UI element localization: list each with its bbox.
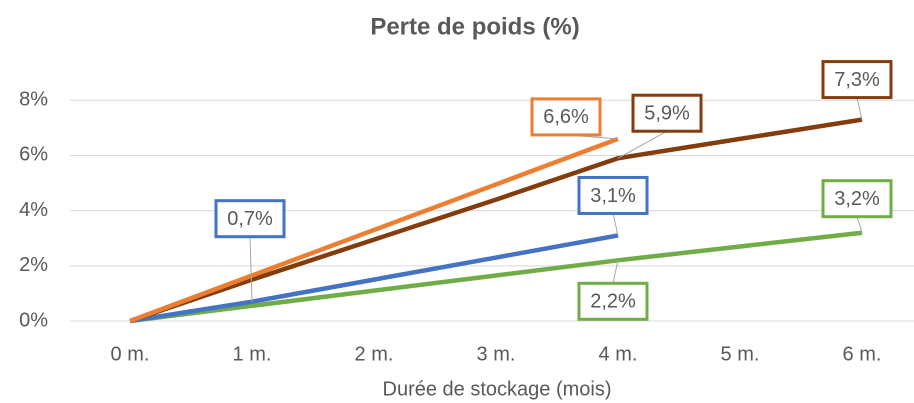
data-label-box bbox=[577, 281, 649, 321]
data-label-box bbox=[631, 93, 703, 133]
leader-line bbox=[617, 130, 668, 159]
data-label: 3,1% bbox=[590, 185, 636, 207]
y-tick-label: 6% bbox=[19, 144, 48, 166]
data-label: 5,9% bbox=[644, 102, 690, 124]
data-label-box bbox=[214, 199, 286, 239]
series-line bbox=[129, 233, 619, 324]
data-label-box bbox=[821, 60, 893, 100]
leader-line bbox=[249, 236, 253, 302]
x-tick-label: 3 m. bbox=[477, 343, 516, 365]
data-label: 2,2% bbox=[590, 291, 636, 313]
x-tick-label: 4 m. bbox=[599, 343, 638, 365]
data-label-box bbox=[530, 97, 602, 137]
data-label: 7,3% bbox=[834, 69, 880, 91]
x-tick-label: 6 m. bbox=[843, 343, 882, 365]
series-line bbox=[129, 136, 619, 324]
data-label-box bbox=[821, 179, 893, 219]
y-tick-label: 0% bbox=[19, 309, 48, 331]
leader-line bbox=[612, 213, 619, 236]
x-tick-label: 2 m. bbox=[355, 343, 394, 365]
leader-line bbox=[856, 97, 863, 120]
y-tick-label: 8% bbox=[19, 89, 48, 111]
series-line bbox=[129, 117, 863, 324]
data-label-box bbox=[577, 175, 649, 215]
data-label: 3,2% bbox=[834, 188, 880, 210]
x-axis-label: Durée de stockage (mois) bbox=[383, 378, 612, 400]
y-tick-label: 2% bbox=[19, 254, 48, 276]
leader-line bbox=[612, 260, 619, 284]
y-tick-label: 4% bbox=[19, 199, 48, 221]
leader-line bbox=[856, 216, 863, 233]
data-label: 6,6% bbox=[543, 106, 589, 128]
x-tick-label: 5 m. bbox=[721, 343, 760, 365]
x-tick-label: 1 m. bbox=[233, 343, 272, 365]
data-label: 0,7% bbox=[227, 208, 273, 230]
chart-title: Perte de poids (%) bbox=[370, 13, 579, 40]
x-tick-label: 0 m. bbox=[111, 343, 150, 365]
series-line bbox=[129, 230, 863, 324]
